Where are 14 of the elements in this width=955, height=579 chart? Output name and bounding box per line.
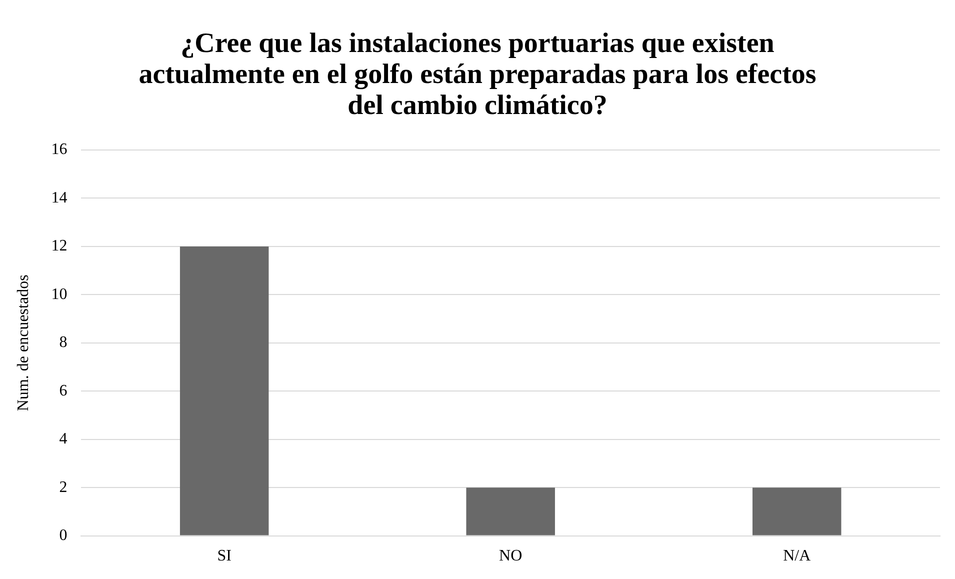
y-tick-label: 8: [59, 334, 68, 352]
y-axis-title: Num. de encuestados: [14, 274, 32, 412]
y-tick-label: 16: [51, 141, 68, 158]
x-tick-label: SI: [217, 548, 232, 565]
y-tick-label: 0: [59, 527, 68, 544]
y-tick-label: 4: [59, 430, 68, 448]
y-tick-label: 6: [59, 382, 68, 400]
x-tick-label: N/A: [783, 548, 812, 565]
x-tick-label: NO: [499, 548, 522, 565]
y-tick-label: 2: [59, 478, 68, 496]
chart-title: ¿Cree que las instalaciones portuarias que existen actualmente en el golfo están preparadas para los efectos del cambio climático?: [138, 28, 818, 121]
y-tick-label: 14: [51, 189, 68, 206]
y-tick-label: 12: [51, 238, 68, 255]
y-tick-label: 10: [51, 286, 68, 303]
